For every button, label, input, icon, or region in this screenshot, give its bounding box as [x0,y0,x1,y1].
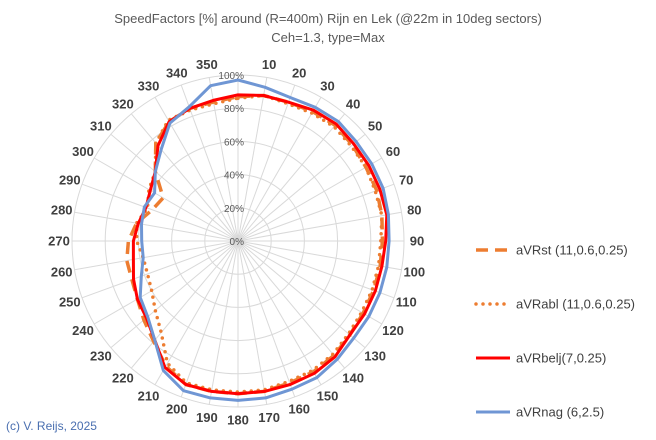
angle-label: 170 [258,410,280,425]
chart-subtitle: Ceh=1.3, type=Max [271,30,385,45]
angle-label: 270 [48,234,70,249]
angle-label: 30 [320,79,334,94]
grid-spoke [130,240,239,369]
angle-label: 230 [90,349,112,364]
angle-label: 210 [138,389,160,404]
radial-tick-label: 20% [224,204,244,215]
grid-spoke [74,211,239,242]
grid-spoke [237,240,296,398]
angle-label: 350 [196,57,218,72]
angle-label: 240 [72,323,94,338]
grid-spoke [237,133,366,242]
angle-label: 90 [410,234,424,249]
legend-label: aVRbelj(7,0.25) [516,351,606,366]
grid-spoke [237,240,322,386]
radar-grid [71,74,405,408]
grid-spoke [81,183,239,242]
radial-tick-label: 0% [230,237,245,248]
grid-spoke [237,113,346,242]
angle-label: 340 [166,65,188,80]
grid-spoke [237,157,383,242]
grid-spoke [237,84,296,242]
grid-spoke [93,157,239,242]
grid-spoke [208,240,239,405]
angle-label: 200 [166,402,188,417]
grid-spoke [81,240,239,299]
grid-spoke [237,183,395,242]
radar-labels: 0% 20% 40% 60% 80% 100% 10 20 30 40 50 60 70 80 90 100 1… [48,57,425,427]
legend-label: aVRabl (11,0.6,0.25) [516,297,635,312]
legend-label: aVRnag (6,2.5) [516,405,604,420]
angle-label: 160 [288,402,310,417]
angle-label: 250 [59,295,81,310]
radar-series-group [125,78,391,402]
angle-label: 50 [368,118,382,133]
angle-label: 330 [138,79,160,94]
angle-label: 60 [386,144,400,159]
grid-spoke [237,240,346,369]
angle-label: 300 [72,144,94,159]
grid-spoke [180,240,239,398]
angle-label: 280 [51,202,73,217]
angle-label: 260 [51,265,73,280]
radial-tick-label: 40% [224,171,244,182]
grid-spoke [237,240,366,349]
grid-spoke [208,77,239,242]
grid-spoke [237,240,402,271]
grid-spoke [237,240,268,405]
grid-spoke [93,240,239,325]
series-line [131,93,389,396]
angle-label: 290 [59,172,81,187]
angle-label: 190 [196,410,218,425]
grid-spoke [237,77,268,242]
radial-tick-label: 80% [224,104,244,115]
legend-label: aVRst (11,0.6,0.25) [516,243,628,258]
angle-label: 310 [90,118,112,133]
grid-spoke [74,240,239,271]
angle-label: 150 [317,389,339,404]
grid-spoke [110,240,239,349]
grid-spoke [237,240,395,299]
angle-label: 70 [399,172,413,187]
angle-label: 40 [346,96,360,111]
grid-spoke [237,96,322,242]
grid-spoke [237,211,402,242]
angle-label: 10 [262,57,276,72]
chart-title: SpeedFactors [%] around (R=400m) Rijn en… [114,11,542,26]
angle-label: 20 [292,65,306,80]
angle-label: 220 [112,371,134,386]
grid-spoke [110,133,239,242]
angle-label: 180 [227,413,249,428]
series-line [138,78,391,402]
grid-spoke [237,240,383,325]
credit-text: (c) V. Reijs, 2025 [6,419,97,433]
angle-label: 120 [382,323,404,338]
angle-label: 320 [112,96,134,111]
angle-label: 100 [403,265,425,280]
grid-spoke [154,240,239,386]
angle-label: 140 [342,371,364,386]
radial-tick-label: 60% [224,137,244,148]
radial-tick-label: 100% [218,71,244,82]
grid-spoke [130,113,239,242]
chart-legend: aVRst (11,0.6,0.25) aVRabl (11,0.6,0.25) a… [474,243,635,420]
angle-label: 110 [396,295,417,310]
angle-label: 80 [407,202,421,217]
series-line [134,93,384,394]
angle-label: 130 [364,349,386,364]
